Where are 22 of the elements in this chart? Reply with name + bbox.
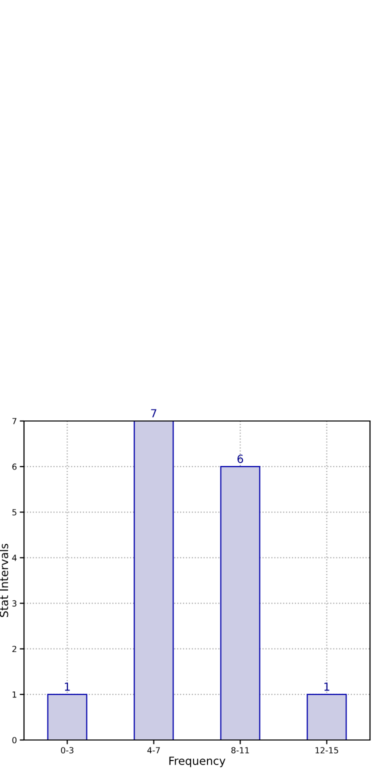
data-label: 6 [237, 454, 244, 464]
y-tick-label: 7 [12, 418, 16, 424]
x-tick-label: 4-7 [147, 747, 160, 754]
data-label: 1 [64, 682, 70, 691]
y-tick-label: 1 [12, 692, 16, 698]
data-label: 7 [151, 409, 156, 418]
bar [134, 421, 174, 740]
x-axis-title: Frequency [169, 756, 226, 768]
bar [47, 694, 88, 740]
y-tick-label: 2 [12, 646, 16, 652]
y-tick-label: 3 [12, 600, 16, 607]
y-tick-label: 5 [12, 509, 16, 516]
data-label: 1 [324, 682, 330, 691]
y-tick-label: 0 [12, 736, 16, 744]
y-tick-label: 4 [12, 554, 17, 561]
x-tick-label: 12-15 [316, 747, 338, 754]
x-tick-label: 0-3 [60, 747, 74, 754]
y-tick-label: 6 [12, 464, 17, 470]
bar [220, 466, 260, 740]
bar [306, 694, 347, 740]
x-tick-label: 8-11 [231, 747, 249, 754]
y-axis-title: Stat Intervals [0, 544, 8, 617]
